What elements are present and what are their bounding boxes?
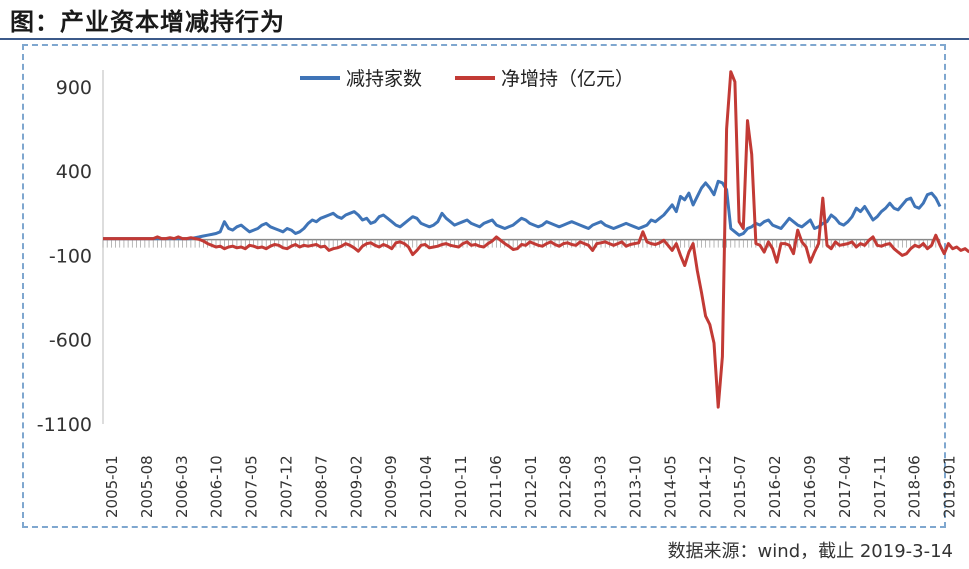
x-tick-label: 2016-02 <box>766 455 784 518</box>
series-lines <box>103 70 969 409</box>
x-tick-label: 2005-01 <box>103 455 121 518</box>
legend-label-net: 净增持（亿元） <box>501 68 634 90</box>
x-tick-label: 2006-10 <box>208 455 226 518</box>
y-tick-label: -1100 <box>37 414 92 436</box>
x-tick-label: 2007-12 <box>278 455 296 518</box>
chart-title: 图：产业资本增减持行为 <box>10 8 285 36</box>
x-tick-label: 2016-09 <box>801 455 819 518</box>
x-tick-label: 2012-01 <box>522 455 540 518</box>
x-tick-label: 2014-12 <box>696 455 714 518</box>
x-tick-label: 2015-07 <box>731 455 749 518</box>
title-rule <box>0 38 969 40</box>
y-tick-label: 900 <box>56 77 92 99</box>
x-tick-label: 2018-06 <box>906 455 924 518</box>
x-tick-label: 2008-07 <box>312 455 330 518</box>
x-tick-label: 2010-11 <box>452 455 470 518</box>
x-tick-label: 2014-05 <box>661 455 679 518</box>
x-tick-label: 2017-11 <box>871 455 889 518</box>
legend: 减持家数 净增持（亿元） <box>300 68 634 90</box>
x-tick-label: 2006-03 <box>173 455 191 518</box>
y-tick-label: 400 <box>56 161 92 183</box>
x-tick-label: 2017-04 <box>836 455 854 518</box>
y-axis: 900 400 -100 -600 -1100 <box>37 70 104 436</box>
x-tick-label: 2005-08 <box>138 455 156 518</box>
y-tick-label: -600 <box>49 330 92 352</box>
x-tick-label: 2007-05 <box>243 455 261 518</box>
x-tick-label: 2013-10 <box>627 455 645 518</box>
chart-frame <box>22 44 946 528</box>
y-tick-label: -100 <box>49 245 92 267</box>
x-axis: 2005-01 2005-08 2006-03 2006-10 2007-05 2007-… <box>102 238 959 518</box>
x-tick-label: 2009-02 <box>347 455 365 518</box>
x-tick-label: 2019-01 <box>941 455 959 518</box>
x-tick-label: 2010-04 <box>417 455 435 518</box>
source-note: 数据来源：wind，截止 2019-3-14 <box>667 541 953 562</box>
x-tick-label: 2011-06 <box>487 455 505 518</box>
x-tick-label: 2012-08 <box>557 455 575 518</box>
series-line-net <box>103 70 969 409</box>
legend-label-count: 减持家数 <box>346 68 422 90</box>
x-tick-label: 2009-09 <box>382 455 400 518</box>
x-tick-label: 2013-03 <box>592 455 610 518</box>
series-line-count <box>103 179 942 241</box>
